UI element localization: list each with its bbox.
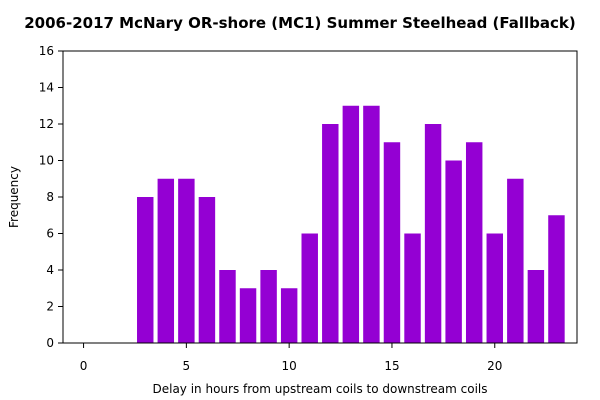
y-tick-label: 8 bbox=[46, 190, 54, 204]
x-axis: 0 5 10 15 20 bbox=[80, 343, 502, 373]
bar bbox=[239, 288, 257, 343]
y-tick-label: 2 bbox=[46, 300, 54, 314]
chart-title: 2006-2017 McNary OR-shore (MC1) Summer S… bbox=[24, 14, 576, 32]
y-tick-label: 0 bbox=[46, 336, 54, 350]
y-axis-label: Frequency bbox=[7, 166, 21, 228]
bar bbox=[404, 233, 421, 343]
x-tick-label: 10 bbox=[282, 359, 297, 373]
x-tick-label: 0 bbox=[80, 359, 88, 373]
bars-group bbox=[137, 105, 565, 343]
bar bbox=[137, 197, 154, 343]
bar bbox=[219, 270, 236, 343]
bar bbox=[445, 160, 462, 343]
y-axis: 0 2 4 6 8 10 12 14 16 bbox=[39, 44, 63, 350]
bar bbox=[301, 233, 318, 343]
x-axis-label: Delay in hours from upstream coils to do… bbox=[152, 382, 487, 396]
x-tick-label: 5 bbox=[183, 359, 191, 373]
bar bbox=[548, 215, 565, 343]
bar bbox=[465, 142, 483, 343]
y-tick-label: 12 bbox=[39, 117, 54, 131]
bar bbox=[342, 105, 360, 343]
bar bbox=[363, 105, 380, 343]
bar bbox=[198, 197, 216, 343]
y-tick-label: 14 bbox=[39, 81, 54, 95]
bar bbox=[383, 142, 401, 343]
y-tick-label: 16 bbox=[39, 44, 54, 58]
bar bbox=[178, 178, 195, 343]
bar bbox=[322, 124, 339, 343]
y-tick-label: 6 bbox=[46, 227, 54, 241]
x-tick-label: 15 bbox=[384, 359, 399, 373]
bar bbox=[424, 124, 442, 343]
bar bbox=[486, 233, 503, 343]
y-tick-label: 4 bbox=[46, 263, 54, 277]
bar bbox=[157, 178, 175, 343]
bar bbox=[527, 270, 545, 343]
bar bbox=[260, 270, 277, 343]
bar bbox=[507, 178, 524, 343]
x-tick-label: 20 bbox=[487, 359, 502, 373]
bar bbox=[280, 288, 298, 343]
y-tick-label: 10 bbox=[39, 154, 54, 168]
